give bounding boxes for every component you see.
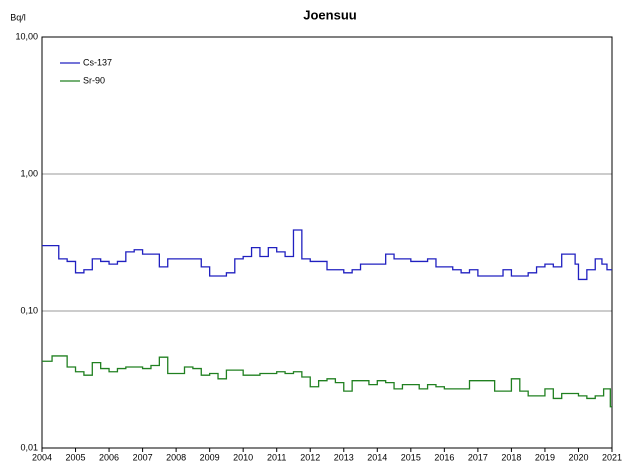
x-tick-label: 2010 bbox=[233, 452, 253, 462]
x-tick-label: 2008 bbox=[166, 452, 186, 462]
x-tick-label: 2012 bbox=[300, 452, 320, 462]
x-tick-label: 2007 bbox=[133, 452, 153, 462]
y-tick-label: 0,10 bbox=[20, 305, 38, 315]
x-tick-label: 2021 bbox=[602, 452, 622, 462]
legend-label: Sr-90 bbox=[83, 75, 105, 85]
y-tick-label: 10,00 bbox=[15, 31, 38, 41]
x-tick-label: 2015 bbox=[401, 452, 421, 462]
y-axis-label: Bq/l bbox=[10, 12, 26, 22]
x-tick-label: 2005 bbox=[66, 452, 86, 462]
data-line bbox=[42, 229, 612, 281]
legend-label: Cs-137 bbox=[83, 57, 112, 67]
y-tick-label: 0,01 bbox=[20, 442, 38, 452]
x-tick-label: 2006 bbox=[99, 452, 119, 462]
plot-frame bbox=[41, 36, 613, 449]
x-tick-label: 2004 bbox=[32, 452, 52, 462]
x-tick-label: 2014 bbox=[367, 452, 387, 462]
x-tick-label: 2020 bbox=[568, 452, 588, 462]
x-tick-label: 2016 bbox=[434, 452, 454, 462]
x-tick-label: 2019 bbox=[535, 452, 555, 462]
data-line bbox=[42, 355, 612, 408]
y-tick-label: 1,00 bbox=[20, 168, 38, 178]
x-tick-label: 2018 bbox=[501, 452, 521, 462]
x-tick-label: 2017 bbox=[468, 452, 488, 462]
x-tick-label: 2009 bbox=[200, 452, 220, 462]
x-tick-label: 2011 bbox=[267, 452, 286, 462]
x-tick-label: 2013 bbox=[334, 452, 354, 462]
chart-title: Joensuu bbox=[303, 7, 357, 22]
